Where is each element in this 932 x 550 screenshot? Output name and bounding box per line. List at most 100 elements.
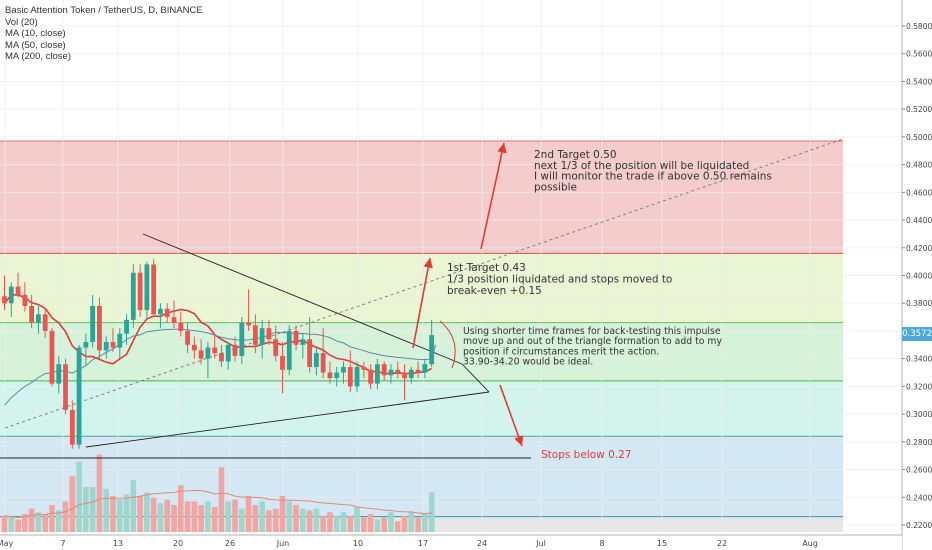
volume-bar-5 (35, 512, 42, 532)
price-tick-label-15: 0.5200 (906, 105, 932, 114)
volume-bar-29 (198, 505, 204, 532)
candle-body-46 (313, 353, 319, 367)
volume-bar-33 (225, 501, 232, 532)
volume-bar-12 (83, 487, 89, 532)
candle-body-24 (164, 308, 170, 318)
candle-body-50 (341, 366, 346, 373)
symbol-title[interactable]: Basic Attention Token / TetherUS, D, BIN… (5, 5, 203, 16)
volume-bar-2 (15, 519, 21, 532)
candle-body-53 (361, 366, 367, 370)
volume-bar-36 (245, 496, 252, 532)
indicator-vol[interactable]: Vol (20) (5, 16, 38, 28)
candle-body-23 (158, 308, 163, 315)
volume-bar-63 (428, 492, 435, 532)
candle-body-41 (280, 355, 285, 370)
time-tick-label-8: 24 (477, 539, 487, 548)
candle-body-60 (408, 369, 414, 379)
volume-bar-0 (1, 515, 8, 532)
candle-body-6 (42, 314, 48, 331)
time-tick-label-12: 22 (717, 539, 727, 548)
volume-bar-56 (381, 517, 387, 532)
candle-body-36 (246, 322, 251, 326)
candle-body-7 (49, 330, 55, 384)
target2-note-3: possible (534, 181, 577, 193)
price-tick-label-14: 0.5000 (906, 133, 932, 142)
volume-bar-32 (218, 467, 225, 532)
time-tick-label-4: 26 (225, 539, 235, 548)
price-tick-label-9: 0.4000 (906, 272, 932, 281)
indicator-ma50[interactable]: MA (50, close) (5, 39, 66, 51)
candle-body-45 (307, 339, 312, 367)
volume-bar-4 (28, 508, 35, 532)
indicator-ma10[interactable]: MA (10, close) (5, 28, 66, 39)
entry-note-2: position if circumstances merit the acti… (463, 346, 659, 357)
candle-body-18 (124, 319, 129, 334)
candle-body-38 (259, 328, 265, 345)
entry-note-0: Using shorter time frames for back-testi… (463, 326, 721, 337)
arrow-to-target2 (480, 142, 507, 250)
volume-bar-28 (191, 501, 198, 532)
time-tick-label-2: 13 (113, 539, 123, 548)
candle-body-25 (171, 317, 177, 323)
candle-body-35 (239, 322, 245, 356)
volume-bar-42 (286, 501, 293, 532)
volume-bar-48 (327, 512, 333, 532)
time-tick-label-7: 17 (418, 539, 428, 548)
grid-layer (0, 0, 902, 535)
candle-body-49 (334, 372, 340, 379)
entry-bracket-curve (439, 320, 456, 369)
indicator-ma200[interactable]: MA (200, close) (5, 51, 71, 62)
time-axis[interactable]: May 7 13 20 26 Jun 10 17 24 Jul 8 15 22 Aug (0, 534, 902, 550)
time-axis-bg (0, 535, 902, 550)
zone-bottom (0, 516, 843, 532)
volume-bar-13 (89, 487, 96, 532)
price-tick-label-8: 0.3800 (906, 299, 932, 308)
target2-note-2: I will monitor the trade if above 0.50 r… (534, 171, 772, 183)
volume-bar-11 (76, 461, 82, 532)
candle-body-8 (56, 364, 62, 384)
price-axis[interactable]: 0.2200 0.2400 0.2600 0.2800 0.3000 0.3200 0.34… (901, 0, 932, 550)
price-axis-bg (902, 0, 932, 550)
time-tick-label-11: 15 (657, 539, 667, 548)
candle-body-3 (22, 294, 28, 306)
volume-bar-37 (252, 505, 259, 532)
volume-bar-50 (340, 512, 347, 532)
volume-bar-21 (144, 492, 150, 532)
volume-bar-14 (96, 454, 103, 532)
time-tick-label-0: May (0, 539, 14, 548)
candle-body-63 (429, 335, 435, 365)
volume-bar-27 (184, 501, 191, 532)
volume-bar-19 (130, 479, 137, 532)
volume-bar-51 (347, 515, 354, 532)
price-tick-label-11: 0.4400 (906, 216, 932, 225)
volume-bar-16 (110, 496, 116, 532)
candle-body-32 (219, 353, 224, 362)
volume-bar-34 (232, 499, 238, 532)
candle-body-31 (212, 347, 218, 354)
volume-bar-55 (374, 519, 381, 532)
volume-bar-38 (259, 501, 265, 532)
candle-body-33 (225, 344, 231, 362)
time-tick-label-10: 8 (599, 539, 604, 548)
candle-body-19 (130, 272, 136, 320)
volume-bar-18 (123, 494, 130, 532)
volume-bar-7 (49, 505, 55, 532)
candle-body-10 (69, 409, 75, 445)
volume-bar-31 (211, 506, 218, 532)
target1-note-1: 1/3 position liquidated and stops moved … (447, 274, 672, 286)
candle-body-0 (2, 296, 7, 304)
candle-body-17 (117, 333, 123, 348)
candle-body-61 (415, 369, 421, 373)
volume-bar-8 (55, 510, 62, 532)
volume-bar-26 (177, 485, 184, 532)
triangle-lower-line (85, 391, 490, 448)
entry-note-3: 33.90-34.20 would be ideal. (463, 357, 593, 368)
zone-target2 (0, 141, 843, 254)
candle-body-16 (110, 342, 116, 348)
volume-bar-40 (272, 508, 279, 532)
volume-bar-58 (394, 521, 401, 532)
price-tick-label-16: 0.5400 (906, 77, 932, 86)
volume-bar-47 (320, 515, 326, 532)
stops-note: Stops below 0.27 (541, 449, 631, 461)
